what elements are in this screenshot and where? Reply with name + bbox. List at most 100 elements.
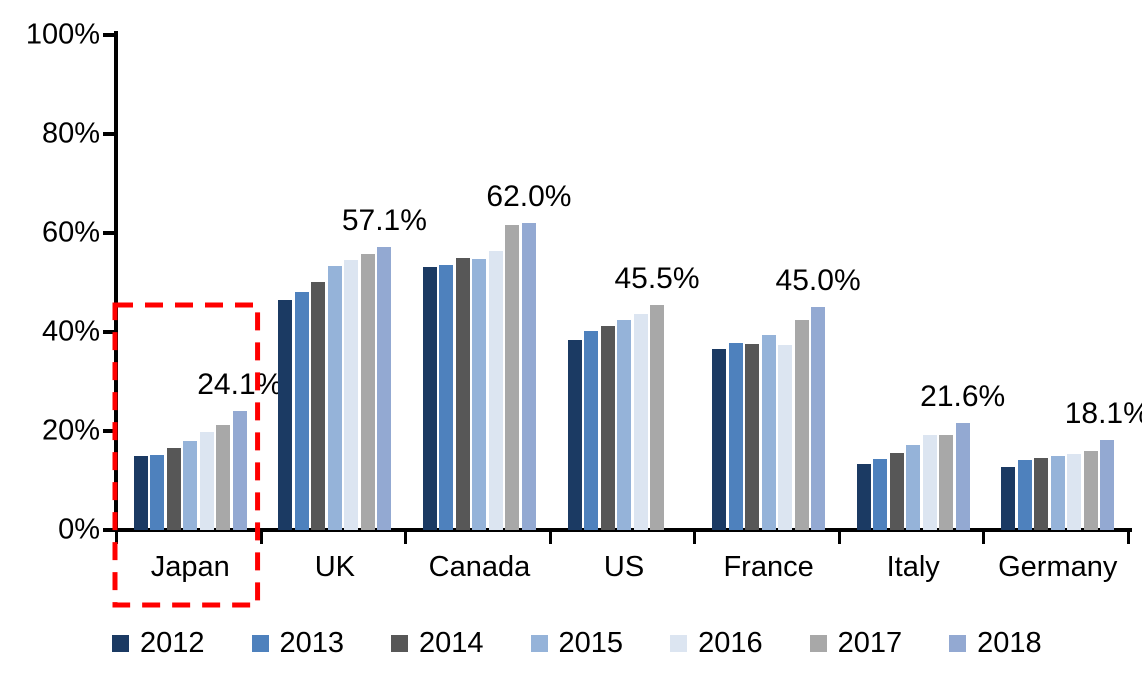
bar-slot [455, 35, 472, 530]
y-tick-label: 80% [41, 117, 100, 150]
bar-slot [166, 35, 183, 530]
bar-slot [343, 35, 360, 530]
legend-label: 2017 [837, 627, 903, 659]
bar-slot [376, 35, 393, 530]
bar-slot [182, 35, 199, 530]
legend-item-2015: 2015 [530, 629, 623, 658]
category-label-germany: Germany [998, 551, 1118, 583]
bar-italy-2018 [955, 423, 970, 530]
bar-japan-2015 [183, 440, 198, 530]
bar-canada-2013 [439, 264, 454, 530]
bar-france-2017 [794, 320, 809, 530]
bar-slot [616, 35, 633, 530]
bar-group-canada: 62.0% [407, 35, 571, 530]
x-tick-mark [259, 532, 263, 544]
bar-germany-2013 [1017, 460, 1032, 530]
bar-us-2012 [567, 340, 582, 530]
bar-slot [1066, 35, 1083, 530]
data-label-france: 45.0% [775, 264, 861, 298]
legend-item-2012: 2012 [112, 629, 205, 658]
legend-item-2016: 2016 [670, 629, 763, 658]
bar-germany-2018 [1100, 440, 1115, 530]
legend-label: 2013 [279, 627, 345, 659]
bar-us-2017 [650, 304, 665, 530]
y-axis-line [114, 31, 118, 532]
legend-swatch-icon [949, 635, 967, 652]
y-tick-label: 60% [41, 216, 100, 249]
legend-item-2013: 2013 [251, 627, 345, 659]
bar-uk-2016 [344, 259, 359, 530]
legend-label: 2018 [977, 627, 1042, 659]
bar-slot [232, 35, 249, 530]
bar-japan-2013 [150, 455, 165, 530]
data-label-canada: 62.0% [486, 180, 572, 214]
bar-group-france: 45.0% [696, 35, 861, 530]
bar-japan-2017 [216, 425, 231, 530]
x-tick-mark [115, 532, 118, 544]
bar-us-2015 [617, 320, 632, 530]
legend-swatch-icon [530, 635, 548, 652]
y-tick-mark [103, 132, 118, 136]
bar-slot [277, 35, 294, 530]
legend-label: 2012 [140, 627, 205, 659]
y-tick-mark [103, 528, 118, 532]
bar-germany-2017 [1083, 450, 1098, 530]
bar-canada-2016 [488, 251, 503, 530]
data-label-us: 45.5% [614, 261, 700, 295]
bar-slot [521, 35, 538, 530]
bar-us-2013 [584, 331, 599, 530]
legend-item-2018: 2018 [949, 629, 1042, 658]
category-label-uk: UK [314, 551, 356, 583]
bar-france-2013 [728, 342, 743, 530]
bar-japan-2018 [232, 410, 247, 530]
bar-slot [1033, 35, 1050, 530]
bar-canada-2015 [472, 258, 487, 530]
bar-slot [632, 35, 649, 530]
bar-slot [1000, 35, 1017, 530]
legend-item-2014: 2014 [391, 629, 484, 658]
bar-slot [471, 35, 488, 530]
bar-slot [566, 35, 583, 530]
bar-slot [727, 35, 744, 530]
x-tick-mark [837, 532, 841, 544]
bar-slot [793, 35, 810, 530]
y-tick-label: 100% [25, 18, 100, 51]
x-tick-mark [982, 532, 986, 544]
bar-slot [777, 35, 794, 530]
x-tick-mark [548, 532, 552, 544]
bar-slot [711, 35, 728, 530]
y-tick-mark [103, 231, 118, 235]
bar-japan-2016 [199, 431, 214, 530]
x-axis-line [114, 528, 1132, 532]
bar-uk-2015 [327, 265, 342, 530]
bar-group-uk: 57.1% [263, 35, 427, 530]
bar-france-2012 [712, 348, 727, 530]
bar-group-japan: 24.1% [118, 35, 282, 530]
bar-canada-2014 [455, 257, 470, 530]
bar-slot [1050, 35, 1067, 530]
bar-slot [599, 35, 616, 530]
bar-germany-2014 [1034, 458, 1049, 530]
data-label-uk: 57.1% [341, 204, 427, 238]
bar-canada-2017 [505, 225, 520, 530]
bar-slot [310, 35, 327, 530]
x-tick-mark [693, 532, 697, 544]
bar-italy-2013 [873, 459, 888, 530]
bar-slot [810, 35, 827, 530]
bar-slot [488, 35, 505, 530]
data-label-germany: 18.1% [1064, 397, 1142, 431]
y-tick-label: 40% [41, 315, 100, 348]
bar-slot [1017, 35, 1034, 530]
bar-uk-2014 [311, 282, 326, 530]
bar-germany-2016 [1067, 453, 1082, 530]
legend-item-2017: 2017 [809, 627, 903, 659]
bar-uk-2018 [377, 247, 392, 530]
x-tick-mark [404, 532, 408, 544]
bar-slot [954, 35, 971, 530]
y-tick-mark [103, 429, 118, 433]
bar-slot [583, 35, 600, 530]
legend-label: 2014 [419, 627, 484, 659]
bar-canada-2018 [521, 223, 536, 530]
bar-us-2014 [600, 325, 615, 530]
bar-slot [938, 35, 955, 530]
